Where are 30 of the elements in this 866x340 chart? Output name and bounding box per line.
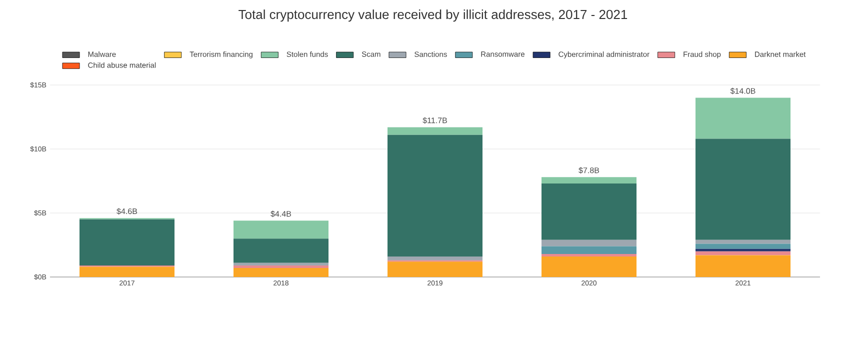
bar	[696, 240, 791, 244]
bar	[388, 134, 483, 257]
bar	[696, 255, 791, 277]
bar	[80, 219, 174, 266]
bar	[696, 138, 791, 240]
total-label: $11.7B	[422, 117, 447, 124]
total-label: $14.0B	[730, 88, 756, 94]
bar	[696, 98, 791, 139]
bar	[696, 251, 791, 256]
bar	[696, 248, 791, 252]
bar	[388, 256, 483, 260]
bar	[234, 265, 329, 268]
bar	[388, 262, 483, 277]
bar	[80, 266, 174, 277]
bar	[542, 184, 637, 240]
chart-title: Total cryptocurrency value received by illicit addresses, 2017 - 2021	[238, 10, 628, 22]
bar	[542, 177, 637, 184]
total-label: $7.8B	[578, 167, 600, 174]
total-label: $4.4B	[270, 210, 292, 218]
bar	[234, 262, 329, 266]
bar	[234, 238, 329, 263]
bar	[542, 254, 637, 257]
bar	[696, 244, 791, 249]
bar	[542, 240, 637, 246]
bar	[388, 127, 483, 135]
total-label: $4.6B	[116, 208, 138, 215]
bar	[542, 256, 637, 277]
bar	[542, 246, 637, 254]
bar	[234, 220, 329, 239]
bar	[234, 268, 329, 277]
